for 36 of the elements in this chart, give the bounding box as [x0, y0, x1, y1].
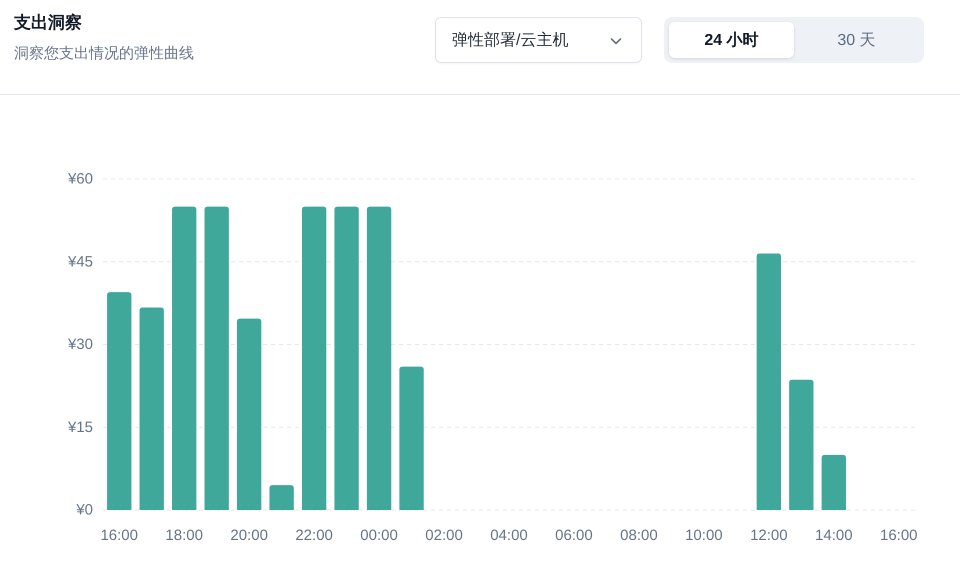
bar	[140, 308, 164, 510]
bar	[107, 292, 132, 510]
y-tick-label: ¥60	[66, 170, 93, 188]
bar	[302, 206, 326, 510]
tab: 30 天	[794, 22, 919, 58]
x-tick-label: 16:00	[100, 527, 138, 544]
bar	[236, 318, 262, 510]
bar	[366, 206, 392, 510]
bar	[399, 366, 424, 510]
x-tick-label: 22:00	[295, 527, 333, 544]
x-tick-label: 18:00	[165, 527, 203, 544]
chart-title: 支出洞察	[14, 12, 82, 34]
bar	[789, 380, 814, 510]
x-tick-label: 08:00	[620, 527, 658, 544]
dropdown: 弹性部署/云主机	[435, 17, 642, 63]
x-tick-label: 14:00	[815, 527, 853, 544]
x-tick-label: 06:00	[555, 527, 593, 544]
chart-subtitle: 洞察您支出情况的弹性曲线	[14, 44, 194, 64]
y-tick-label: ¥45	[66, 253, 93, 270]
y-tick-label: ¥15	[66, 418, 93, 436]
bar	[204, 206, 229, 510]
bar	[756, 253, 782, 510]
x-tick-label: 20:00	[230, 527, 268, 544]
y-tick-label: ¥0	[75, 502, 93, 518]
bar	[269, 485, 294, 510]
bar	[172, 206, 196, 510]
x-tick-label: 02:00	[425, 527, 463, 544]
tab-selected: 24 小时	[669, 22, 794, 58]
x-tick-label: 12:00	[750, 527, 788, 544]
x-tick-label: 10:00	[685, 527, 723, 544]
bar	[822, 454, 846, 510]
bar	[334, 206, 359, 510]
x-tick-label: 16:00	[880, 527, 918, 544]
y-tick-label: ¥30	[66, 336, 93, 353]
x-tick-label: 04:00	[490, 527, 528, 544]
x-tick-label: 00:00	[360, 527, 398, 544]
